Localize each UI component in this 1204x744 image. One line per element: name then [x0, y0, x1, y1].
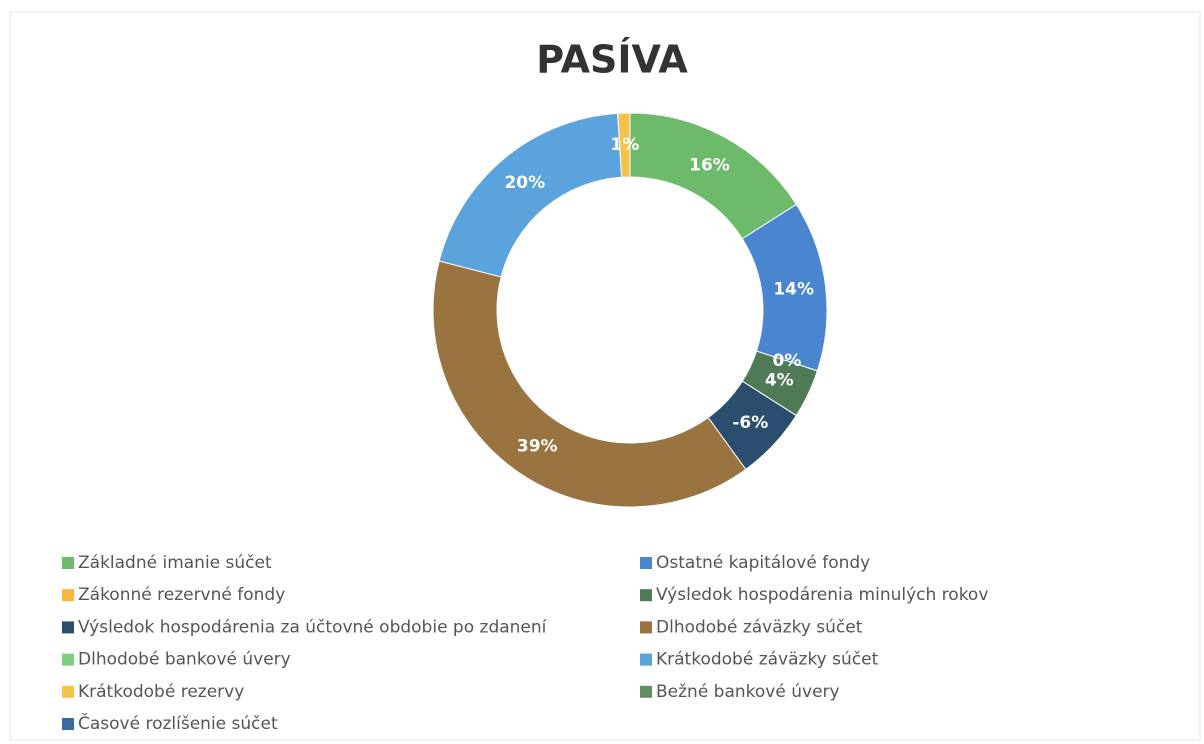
legend-label: Dlhodobé bankové úvery: [78, 650, 291, 670]
data-label: -6%: [732, 413, 768, 433]
legend-swatch: [62, 718, 74, 730]
legend-swatch: [640, 685, 652, 698]
data-label: 4%: [765, 370, 794, 390]
legend-label: Zákonné rezervné fondy: [78, 585, 285, 605]
legend-label: Časové rozlíšenie súčet: [78, 712, 278, 734]
legend-swatch: [62, 589, 74, 602]
doughnut-slice: [432, 260, 747, 508]
data-label: 16%: [689, 155, 730, 175]
legend-swatch: [640, 653, 652, 666]
data-label: 1%: [610, 135, 639, 155]
data-label: 39%: [517, 436, 558, 456]
legend-swatch: [640, 557, 652, 569]
data-label: 0%: [772, 351, 801, 371]
legend-swatch: [640, 621, 652, 634]
data-label: 20%: [504, 173, 545, 193]
legend-swatch: [62, 621, 74, 634]
legend-label: Výsledok hospodárenia minulých rokov: [656, 585, 988, 605]
legend-label: Krátkodobé rezervy: [78, 682, 244, 702]
legend-label: Základné imanie súčet: [78, 553, 272, 573]
chart-title: PASÍVA: [536, 38, 688, 82]
legend-swatch: [640, 589, 652, 602]
legend-label: Výsledok hospodárenia za účtovné obdobie…: [78, 617, 548, 637]
legend-swatch: [62, 557, 74, 569]
legend-label: Bežné bankové úvery: [656, 682, 840, 702]
legend-label: Ostatné kapitálové fondy: [656, 553, 870, 573]
legend-label: Krátkodobé záväzky súčet: [656, 650, 879, 670]
legend-label: Dlhodobé záväzky súčet: [656, 617, 863, 637]
doughnut-slice: [617, 112, 631, 178]
legend-swatch: [62, 653, 74, 666]
legend-swatch: [62, 685, 74, 698]
data-label: 14%: [773, 279, 814, 299]
